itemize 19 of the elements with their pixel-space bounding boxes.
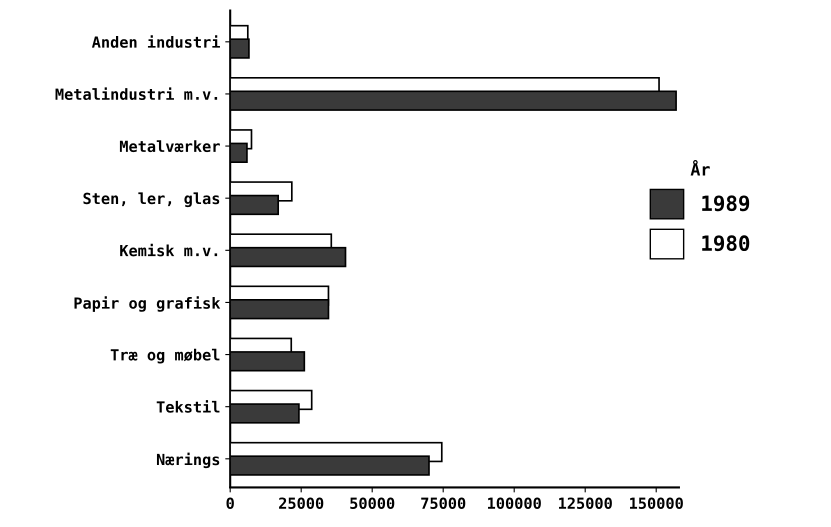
legend-label: 1980	[702, 235, 750, 252]
y-tick-label: Kemisk m.v.	[120, 244, 218, 256]
x-tick-label: 100000	[488, 497, 541, 510]
legend-title: År	[690, 160, 710, 176]
x-tick-label: 150000	[630, 497, 683, 510]
y-tick-label: Anden industri	[92, 35, 220, 48]
y-tick-label: Metalindustri m.v.	[56, 87, 218, 100]
y-tick-label: Sten, ler, glas	[83, 192, 220, 208]
y-tick-label: Metalværker	[120, 140, 220, 152]
x-tick-label: 50000	[350, 497, 394, 510]
y-tick-label: Træ og møbel	[110, 348, 220, 364]
x-tick-label: 125000	[559, 497, 612, 510]
legend-label: 1989	[702, 195, 750, 212]
y-tick-label: Nærings	[156, 452, 220, 468]
y-tick-label: Tekstil	[156, 400, 220, 413]
y-tick-label: Papir og grafisk	[74, 296, 220, 312]
x-tick-label: 75000	[421, 497, 466, 510]
x-tick-label: 25000	[279, 497, 324, 510]
x-tick-label: 0	[226, 497, 234, 510]
